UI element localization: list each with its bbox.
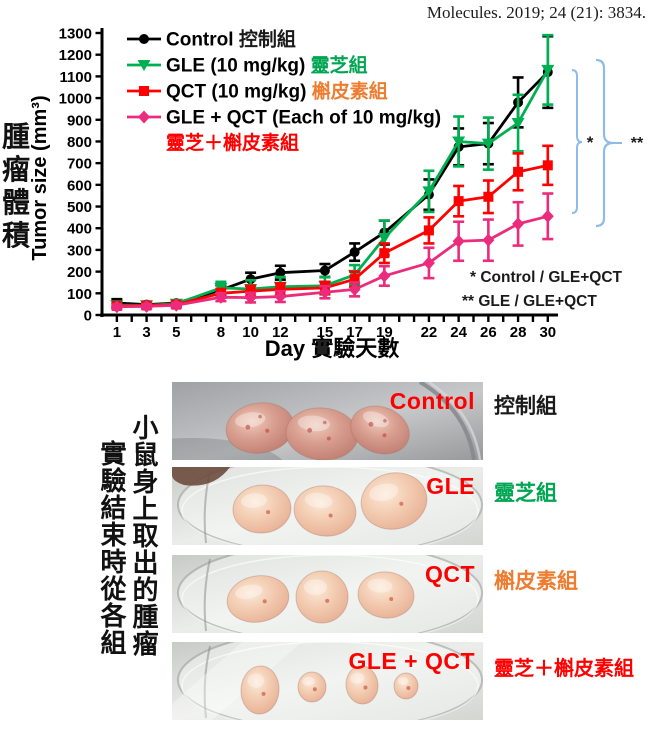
svg-text:Tumor size (mm³): Tumor size (mm³) — [29, 95, 51, 260]
photo-qct: QCT — [172, 555, 483, 633]
svg-text:1000: 1000 — [59, 91, 92, 108]
side-caption-column-left: 實驗結束時從各組 — [97, 440, 127, 656]
side-caption-column-right: 小鼠身上取出的腫瘤 — [129, 414, 159, 657]
svg-text:Control 控制組: Control 控制組 — [166, 28, 296, 51]
svg-text:GLE + QCT (Each of 10 mg/kg): GLE + QCT (Each of 10 mg/kg) — [166, 108, 441, 129]
svg-text:1100: 1100 — [59, 69, 92, 86]
photo-label-control: Control — [389, 388, 475, 414]
svg-text:*: * — [587, 133, 594, 152]
group-name-qct-zh: 槲皮素組 — [494, 570, 578, 593]
svg-text:5: 5 — [172, 324, 180, 341]
svg-text:QCT (10 mg/kg) 槲皮素組: QCT (10 mg/kg) 槲皮素組 — [166, 80, 388, 103]
svg-text:GLE (10 mg/kg) 靈芝組: GLE (10 mg/kg) 靈芝組 — [166, 54, 368, 77]
citation-text: Molecules. 2019; 24 (21): 3834. — [426, 3, 646, 22]
svg-text:體: 體 — [2, 187, 30, 218]
svg-text:** GLE / GLE+QCT: ** GLE / GLE+QCT — [462, 293, 597, 310]
photo-label-gle-qct: GLE + QCT — [348, 648, 475, 674]
tumor-growth-chart: 0 100 200 300 400 500 600 700 800 900 1000 1100 1200… — [2, 26, 644, 362]
photo-gle: GLE — [172, 467, 483, 545]
tumor-photo-gle — [172, 467, 483, 545]
photo-control: Control — [172, 382, 483, 460]
svg-text:1: 1 — [113, 324, 121, 341]
svg-text:300: 300 — [67, 242, 92, 259]
svg-text:1200: 1200 — [59, 47, 92, 64]
svg-text:0: 0 — [84, 308, 92, 325]
svg-text:400: 400 — [67, 221, 92, 238]
svg-text:600: 600 — [67, 177, 92, 194]
tumor-photo-gle-qct — [172, 642, 483, 720]
svg-text:靈芝＋槲皮素組: 靈芝＋槲皮素組 — [166, 131, 299, 154]
group-name-control-zh: 控制組 — [494, 395, 557, 418]
svg-text:3: 3 — [142, 324, 150, 341]
svg-text:700: 700 — [67, 156, 92, 173]
svg-text:200: 200 — [67, 264, 92, 281]
group-name-gle-qct-zh: 靈芝＋槲皮素組 — [494, 658, 634, 680]
tumor-photo-control — [172, 382, 483, 460]
svg-text:24: 24 — [450, 324, 467, 341]
svg-text:15: 15 — [317, 324, 334, 341]
photo-label-gle: GLE — [426, 473, 475, 499]
svg-text:瘤: 瘤 — [2, 153, 30, 185]
svg-text:30: 30 — [539, 324, 556, 341]
svg-text:800: 800 — [67, 134, 92, 151]
svg-text:積: 積 — [2, 220, 30, 251]
svg-text:12: 12 — [272, 324, 289, 341]
photo-gle-qct: GLE + QCT — [172, 642, 483, 720]
svg-text:900: 900 — [67, 112, 92, 129]
tumor-photo-qct — [172, 555, 483, 633]
group-name-gle-zh: 靈芝組 — [494, 482, 557, 505]
svg-text:8: 8 — [217, 324, 225, 341]
svg-text:1300: 1300 — [59, 26, 92, 43]
svg-text:26: 26 — [480, 324, 497, 341]
svg-text:28: 28 — [510, 324, 527, 341]
svg-text:100: 100 — [67, 286, 92, 303]
svg-text:17: 17 — [346, 324, 363, 341]
svg-text:**: ** — [631, 135, 644, 152]
svg-text:19: 19 — [376, 324, 393, 341]
svg-text:500: 500 — [67, 199, 92, 216]
svg-text:* Control / GLE+QCT: * Control / GLE+QCT — [470, 269, 623, 286]
svg-text:Day 實驗天數: Day 實驗天數 — [265, 336, 400, 361]
svg-text:22: 22 — [421, 324, 438, 341]
svg-text:腫: 腫 — [2, 121, 30, 152]
svg-text:10: 10 — [242, 324, 259, 341]
photo-label-qct: QCT — [424, 561, 475, 587]
